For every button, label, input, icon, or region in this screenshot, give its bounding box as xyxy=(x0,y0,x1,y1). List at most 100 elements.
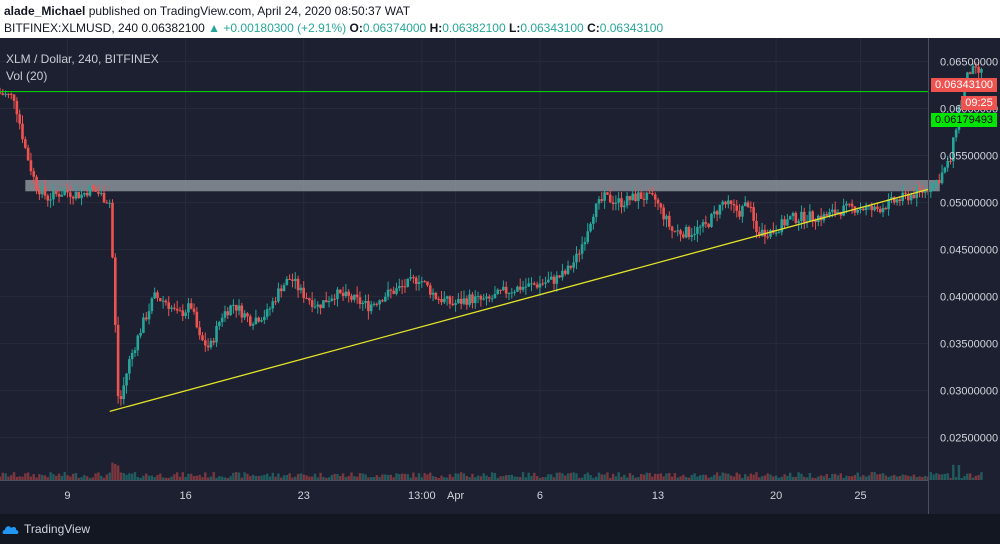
candle-body xyxy=(12,94,16,101)
candle-body xyxy=(257,317,261,322)
candle-body xyxy=(428,285,432,295)
volume-bar xyxy=(257,476,260,480)
volume-bar xyxy=(980,472,983,480)
volume-bar xyxy=(760,476,764,480)
candle-body xyxy=(367,300,370,312)
volume-bar xyxy=(676,477,679,480)
candle-body xyxy=(150,298,154,312)
volume-bar xyxy=(696,476,699,480)
candle-body xyxy=(443,298,446,303)
resistance-zone[interactable] xyxy=(25,180,940,192)
candle-body xyxy=(130,353,134,360)
candle-body xyxy=(52,190,55,200)
candle-body xyxy=(800,211,803,222)
volume-bar xyxy=(533,472,536,480)
candle-body xyxy=(153,292,156,299)
volume-bar xyxy=(864,476,868,480)
candle-body xyxy=(549,276,553,280)
volume-bar xyxy=(330,475,334,480)
volume-bar xyxy=(71,473,75,480)
candle-body xyxy=(400,286,404,288)
chart-area[interactable]: 0.065000000.060000000.055000000.05000000… xyxy=(0,38,1000,544)
candle-body xyxy=(234,304,238,311)
volume-bar xyxy=(119,472,123,480)
volume-bar xyxy=(952,464,955,480)
volume-bar xyxy=(609,477,612,480)
candle-body xyxy=(645,192,649,200)
time-axis[interactable]: 9 16 23 13:00 Apr 6 13 20 25 xyxy=(64,490,866,502)
candle-body xyxy=(634,193,637,201)
up-arrow-icon: ▲ xyxy=(208,21,221,35)
volume-bar xyxy=(423,473,426,480)
volume-bar xyxy=(637,477,640,480)
trend-line[interactable] xyxy=(109,188,929,412)
volume-bar xyxy=(977,474,980,480)
volume-bar xyxy=(229,476,232,480)
candle-body xyxy=(696,227,699,234)
volume-bar xyxy=(727,473,730,480)
volume-bar xyxy=(825,473,828,480)
volume-bar xyxy=(960,477,963,480)
volume-bar xyxy=(524,477,528,480)
candle-body xyxy=(667,215,671,227)
volume-bar xyxy=(254,475,258,480)
tradingview-logo[interactable]: TradingView xyxy=(2,522,90,536)
candle-body xyxy=(510,292,514,294)
volume-bar xyxy=(12,472,16,480)
volume-bar xyxy=(57,473,61,480)
volume-bar xyxy=(887,476,890,480)
candle-body xyxy=(516,286,519,292)
volume-bar xyxy=(693,473,696,480)
candle-body xyxy=(892,197,896,203)
volume-bar xyxy=(370,477,373,480)
volume-bar xyxy=(440,475,443,480)
volume-bar xyxy=(291,477,294,480)
candle-body xyxy=(378,300,381,305)
candle-body xyxy=(291,279,294,281)
volume-bar xyxy=(797,472,800,480)
candle-body xyxy=(949,160,952,162)
volume-bar xyxy=(558,472,561,480)
volume-bar xyxy=(490,472,494,480)
candle-body xyxy=(904,192,907,195)
volume-bar xyxy=(519,476,522,480)
candle-body xyxy=(884,207,888,210)
volume-bar xyxy=(831,473,834,480)
volume-bar xyxy=(150,475,154,480)
candle-body xyxy=(864,206,868,211)
candle-body xyxy=(77,191,81,199)
author-name[interactable]: alade_Michael xyxy=(4,4,86,18)
volume-bar xyxy=(684,477,688,480)
candle-body xyxy=(608,194,612,203)
price-tick-label: 0.04500000 xyxy=(940,245,998,257)
candle-body xyxy=(358,297,362,305)
volume-bar xyxy=(651,476,654,480)
volume-bar xyxy=(274,476,277,480)
volume-bar xyxy=(414,477,418,480)
price-chart[interactable]: 0.065000000.060000000.055000000.05000000… xyxy=(0,38,1000,514)
candle-body xyxy=(538,283,542,288)
candle-body xyxy=(786,219,789,226)
volume-bar xyxy=(485,475,488,480)
candle-body xyxy=(69,192,72,197)
volume-bar xyxy=(63,472,66,480)
candle-body xyxy=(66,190,69,193)
volume-bar xyxy=(43,475,47,480)
volume-bar xyxy=(893,474,896,480)
candle-body xyxy=(184,312,187,317)
candle-body xyxy=(144,317,148,320)
volume-bar xyxy=(623,474,626,480)
candle-body xyxy=(710,213,713,227)
volume-bar xyxy=(758,477,761,480)
candle-body xyxy=(479,295,483,300)
candle-body xyxy=(243,313,246,318)
volume-bar xyxy=(620,476,623,480)
candle-body xyxy=(870,205,874,211)
volume-bar xyxy=(400,473,404,480)
candle-body xyxy=(682,234,685,238)
candle-body xyxy=(372,303,376,305)
candle-body xyxy=(715,211,719,215)
candle-body xyxy=(91,185,95,189)
candle-body xyxy=(296,278,300,291)
volume-bar xyxy=(479,476,483,480)
